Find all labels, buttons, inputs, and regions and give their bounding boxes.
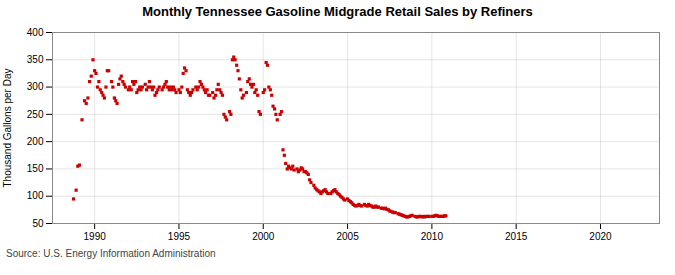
svg-text:Thousand Gallons per Day: Thousand Gallons per Day [2,69,13,188]
svg-text:1995: 1995 [168,231,191,242]
svg-text:100: 100 [27,190,44,201]
svg-text:300: 300 [27,81,44,92]
svg-text:250: 250 [27,109,44,120]
svg-text:2000: 2000 [252,231,275,242]
svg-text:2010: 2010 [421,231,444,242]
svg-text:150: 150 [27,163,44,174]
svg-text:50: 50 [32,218,44,229]
html-text:Source: U.S. Energy Informatio: Source: U.S. Energy Information Administ… [6,248,216,259]
svg-text:2005: 2005 [336,231,359,242]
svg-text:1990: 1990 [84,231,107,242]
svg-text:200: 200 [27,136,44,147]
html-text:Monthly Tennessee Gasoline Mid: Monthly Tennessee Gasoline Midgrade Reta… [142,4,533,19]
svg-text:400: 400 [27,27,44,38]
svg-text:2020: 2020 [589,231,612,242]
svg-text:2015: 2015 [505,231,528,242]
svg-text:350: 350 [27,54,44,65]
